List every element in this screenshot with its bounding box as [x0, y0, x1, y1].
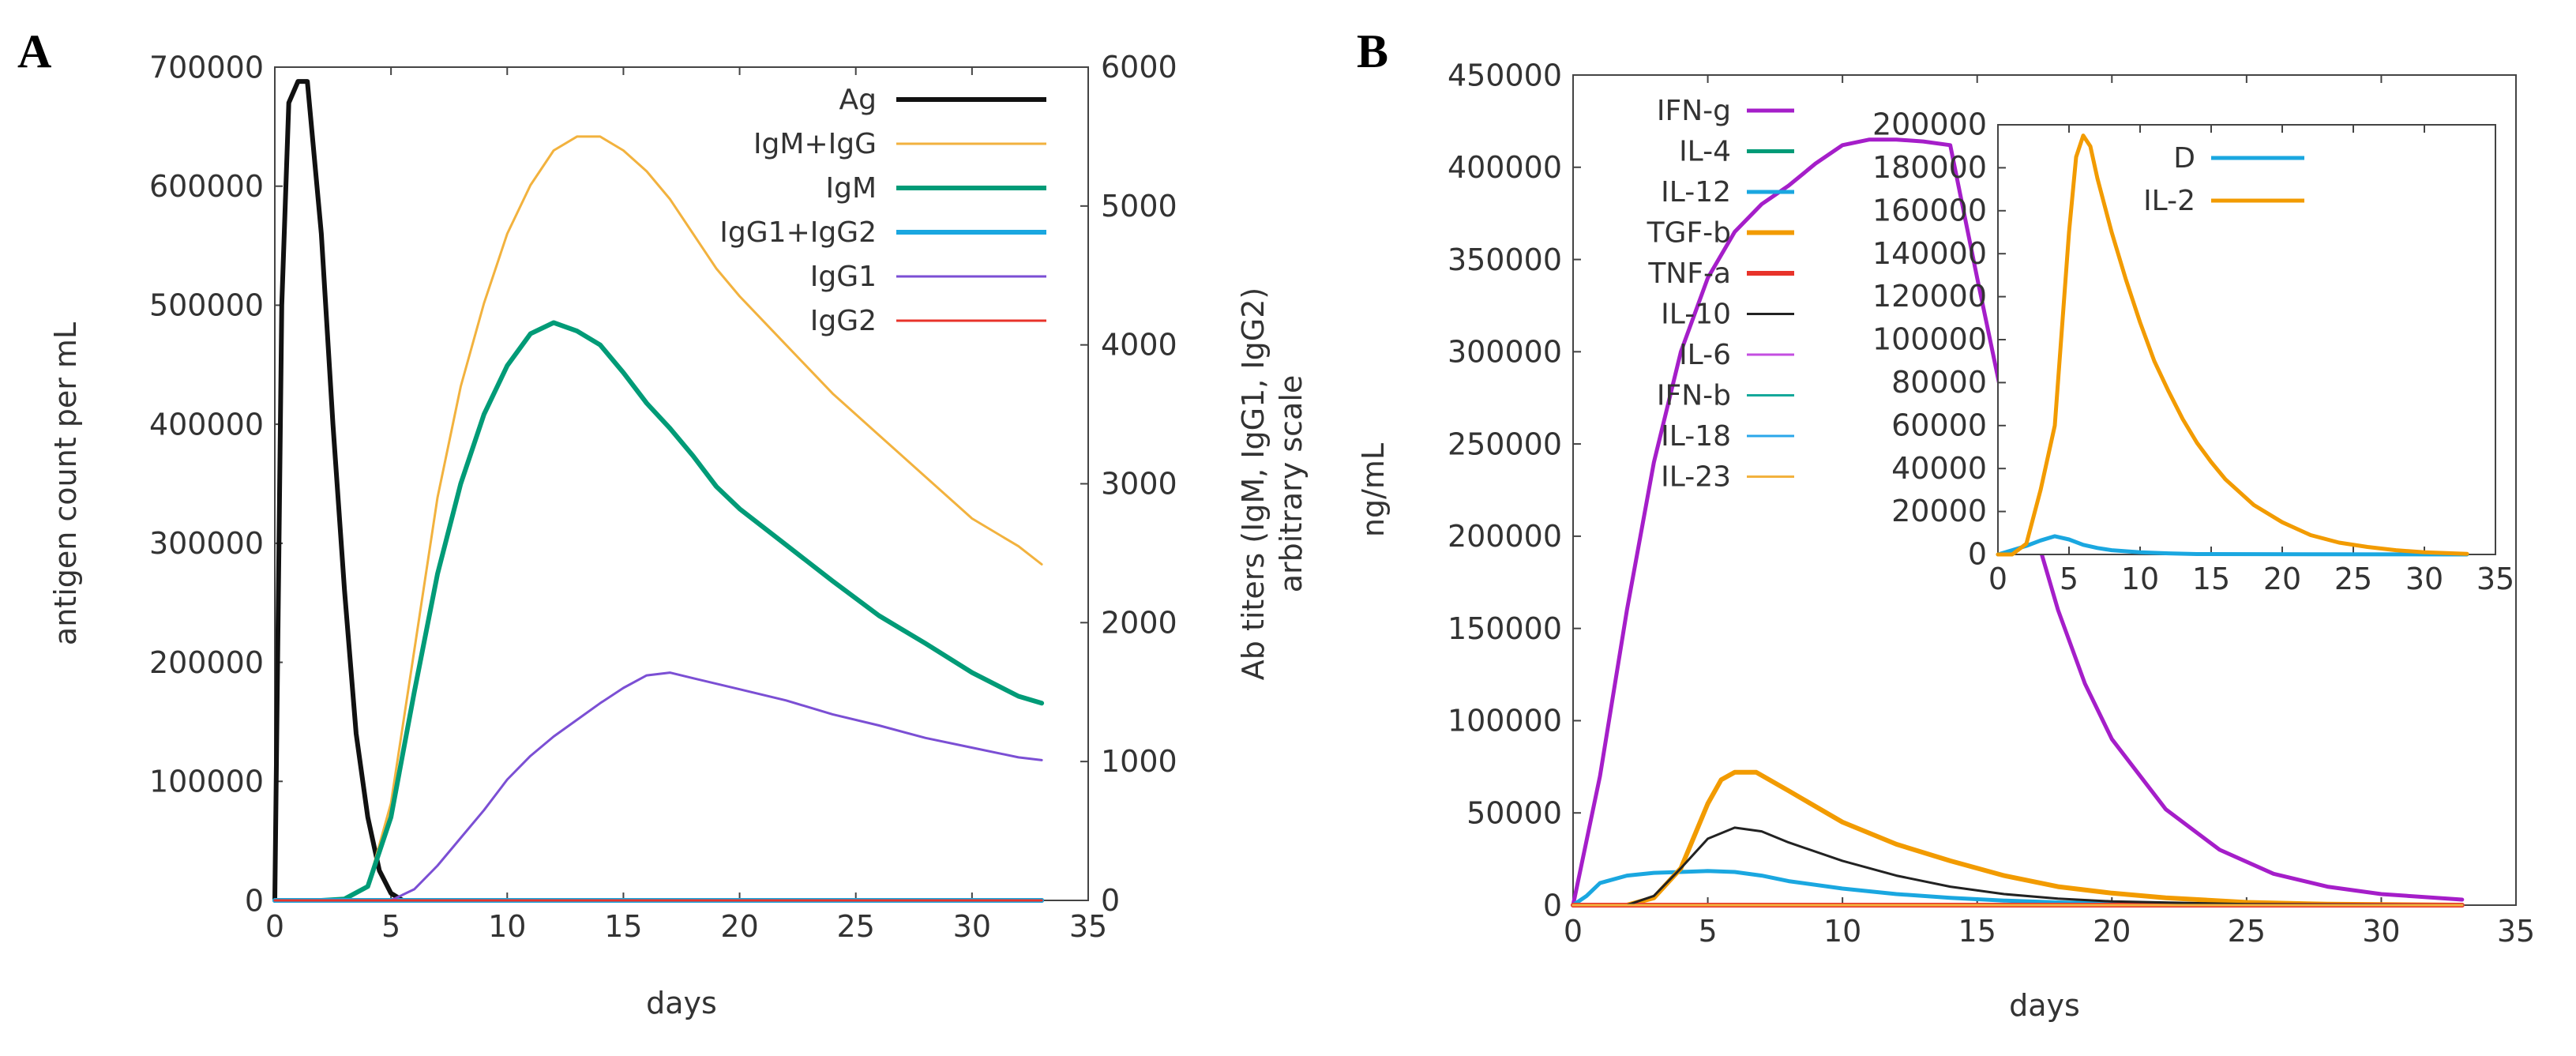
b-y-tick-label: 250000	[1448, 427, 1562, 461]
panel-letter-a: A	[17, 25, 51, 77]
a-y-tick-label: 500000	[149, 288, 264, 323]
a-y2-axis-label-line1: Ab titers (IgM, IgG1, IgG2)	[1236, 287, 1271, 680]
a-x-tick-label: 35	[1069, 909, 1107, 944]
a-y2-tick-label: 3000	[1101, 467, 1177, 502]
a-x-tick-label: 30	[953, 909, 991, 944]
b-legend-label-tgf-b: TGF-b	[1647, 217, 1731, 250]
b-inset-y-tick-label: 160000	[1872, 193, 1987, 227]
a-y2-tick-label: 2000	[1101, 605, 1177, 640]
b-y-tick-label: 300000	[1448, 335, 1562, 370]
b-inset-chart: 0 5 10 15 20 25 30 3502000040000600008000010000…	[1872, 107, 2514, 596]
a-x-tick-label: 10	[488, 909, 526, 944]
b-y-tick-label: 100000	[1448, 704, 1562, 738]
a-x-tick-label: 5	[381, 909, 400, 944]
b-legend-label-il-23: IL-23	[1661, 461, 1731, 494]
b-legend-label-tnf-a: TNF-a	[1647, 257, 1731, 290]
b-x-tick-label: 0	[1564, 914, 1583, 949]
a-series-line-igg1	[273, 671, 1043, 902]
a-y-axis-label: antigen count per mL	[48, 322, 83, 645]
b-x-tick-label: 35	[2497, 914, 2535, 949]
a-y2-axis-label-line2: arbitrary scale	[1274, 375, 1309, 593]
b-inset-plot-background	[1998, 125, 2495, 554]
a-x-tick-label: 25	[837, 909, 875, 944]
b-legend-label-il-6: IL-6	[1679, 339, 1731, 371]
b-y-tick-label: 350000	[1448, 242, 1562, 277]
b-inset-y-tick-label: 20000	[1891, 494, 1987, 528]
b-inset-y-tick-label: 120000	[1872, 279, 1987, 314]
b-y-tick-label: 0	[1543, 888, 1562, 923]
b-inset-x-tick-label: 10	[2121, 562, 2159, 596]
b-y-tick-label: 450000	[1448, 58, 1562, 92]
b-x-tick-label: 20	[2093, 914, 2131, 949]
a-series-line-igm-igg	[273, 135, 1043, 902]
a-y-tick-label: 200000	[149, 645, 264, 680]
b-y-axis-label: ng/mL	[1356, 443, 1391, 537]
b-y-tick-label: 200000	[1448, 519, 1562, 554]
a-y-tick-label: 300000	[149, 526, 264, 561]
b-inset-x-tick-label: 15	[2192, 562, 2230, 596]
b-x-tick-label: 15	[1958, 914, 1996, 949]
b-x-tick-label: 10	[1823, 914, 1861, 949]
a-y2-tick-label: 1000	[1101, 744, 1177, 779]
b-inset-x-tick-label: 35	[2476, 562, 2514, 596]
a-x-tick-label: 20	[720, 909, 758, 944]
b-inset-y-tick-label: 80000	[1891, 365, 1987, 400]
a-y2-tick-label: 4000	[1101, 328, 1177, 363]
a-x-tick-label: 0	[265, 909, 284, 944]
a-x-tick-label: 15	[604, 909, 642, 944]
b-inset-y-tick-label: 40000	[1891, 451, 1987, 486]
a-y-tick-label: 100000	[149, 765, 264, 799]
b-y-tick-label: 400000	[1448, 150, 1562, 185]
b-series-line-il-10	[1572, 826, 2464, 907]
b-x-tick-label: 5	[1698, 914, 1717, 949]
b-inset-y-tick-label: 140000	[1872, 236, 1987, 271]
a-y-tick-label: 400000	[149, 407, 264, 442]
b-inset-legend-label-il-2: IL-2	[2143, 185, 2195, 217]
b-legend-label-ifn-b: IFN-b	[1657, 380, 1731, 412]
b-y-tick-label: 50000	[1466, 796, 1562, 831]
a-legend-label-igm-igg: IgM+IgG	[753, 128, 877, 160]
a-x-axis-label: days	[646, 986, 717, 1020]
a-legend-label-igg2: IgG2	[810, 305, 877, 337]
panel-letter-b: B	[1357, 25, 1388, 77]
b-legend-label-il-4: IL-4	[1679, 136, 1731, 168]
b-legend-label-il-12: IL-12	[1661, 176, 1731, 209]
b-inset-y-tick-label: 180000	[1872, 150, 1987, 185]
b-inset-x-tick-label: 25	[2334, 562, 2372, 596]
b-inset-x-tick-label: 5	[2060, 562, 2078, 596]
b-inset-x-tick-label: 30	[2405, 562, 2443, 596]
b-legend-label-ifn-g: IFN-g	[1657, 95, 1731, 127]
b-legend-label-il-18: IL-18	[1661, 420, 1731, 453]
b-inset-x-tick-label: 20	[2263, 562, 2301, 596]
b-x-tick-label: 25	[2228, 914, 2266, 949]
b-series-line-il-12	[1571, 869, 2465, 908]
a-legend-label-igg1: IgG1	[810, 261, 877, 293]
a-series-line-igm	[272, 320, 1045, 903]
b-x-axis-label: days	[2009, 988, 2080, 1023]
a-legend-label-ag: Ag	[839, 84, 877, 116]
chart-a: 0 5 10 15 20 25 30 3501000002000003000004000005…	[48, 50, 1309, 1020]
b-inset-y-tick-label: 200000	[1872, 107, 1987, 142]
b-inset-legend-label-d: D	[2173, 142, 2195, 175]
b-inset-x-tick-label: 0	[1988, 562, 2007, 596]
b-inset-y-tick-label: 100000	[1872, 322, 1987, 357]
b-x-tick-label: 30	[2362, 914, 2400, 949]
a-y-tick-label: 700000	[149, 50, 264, 85]
a-series-line-ag	[272, 79, 1045, 903]
b-inset-y-tick-label: 0	[1968, 537, 1987, 572]
b-inset-y-tick-label: 60000	[1891, 408, 1987, 442]
b-legend-label-il-10: IL-10	[1661, 299, 1731, 331]
a-y-tick-label: 600000	[149, 169, 264, 204]
a-y-tick-label: 0	[245, 883, 264, 918]
b-series-line-ifn-g	[1571, 137, 2465, 908]
a-y2-tick-label: 5000	[1101, 189, 1177, 224]
chart-b: 0 5 10 15 20 25 30 3505000010000015000020000025…	[1356, 58, 2535, 1023]
a-legend-label-igm: IgM	[825, 172, 877, 205]
a-legend-label-igg1-igg2: IgG1+IgG2	[719, 216, 877, 249]
b-inset-series-line-il-2	[1996, 133, 2469, 557]
b-y-tick-label: 150000	[1448, 611, 1562, 646]
a-y2-tick-label: 6000	[1101, 50, 1177, 85]
a-y2-tick-label: 0	[1101, 883, 1120, 918]
